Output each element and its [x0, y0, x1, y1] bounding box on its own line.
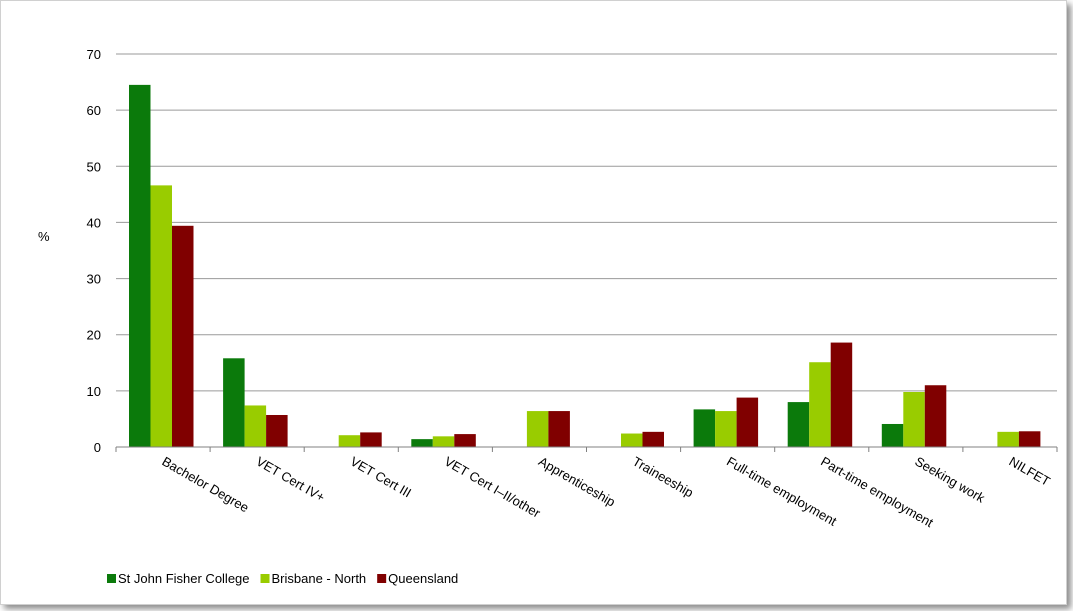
bar-brisbane-north-8 [903, 391, 925, 447]
bar-queensland-5 [642, 431, 664, 447]
y-tick-label: 30 [87, 272, 101, 287]
bar-queensland-7 [830, 342, 853, 447]
bar-queensland-2 [360, 432, 382, 447]
x-category-label: VET Cert I–II/other [442, 454, 544, 521]
bar-brisbane-north-6 [715, 411, 737, 447]
bar-brisbane-north-4 [526, 411, 549, 447]
x-category-label: Traineeship [630, 454, 696, 501]
x-category-label: VET Cert III [348, 454, 414, 501]
y-tick-label: 10 [87, 384, 101, 399]
x-category-label: Seeking work [912, 454, 988, 506]
legend-swatch [107, 574, 116, 583]
legend: St John Fisher College Brisbane - North Qu… [107, 571, 458, 586]
x-category-label: VET Cert IV+ [254, 454, 328, 505]
legend-swatch [377, 574, 387, 583]
y-tick-label: 40 [87, 215, 101, 230]
x-axis [115, 446, 1058, 452]
bar-queensland-8 [924, 385, 947, 447]
bar-brisbane-north-7 [809, 362, 831, 447]
bar-brisbane-north-3 [432, 436, 455, 447]
y-tick-label: 0 [94, 440, 101, 455]
y-axis-tick-labels: 0 10 20 30 40 50 60 70 [87, 47, 101, 455]
x-category-label: NILFET [1006, 454, 1052, 489]
y-tick-label: 50 [87, 159, 101, 174]
bar-brisbane-north-0 [150, 185, 172, 448]
bar-brisbane-north-5 [621, 433, 643, 447]
x-category-label: Bachelor Degree [160, 454, 252, 516]
gridlines [116, 53, 1057, 448]
bar-st-john-fisher-college-8 [881, 423, 904, 447]
bar-st-john-fisher-college-0 [129, 84, 151, 447]
bar-brisbane-north-9 [997, 431, 1019, 447]
bar-queensland-4 [548, 411, 570, 447]
bar-st-john-fisher-college-3 [411, 439, 433, 447]
legend-label: Brisbane - North [272, 571, 367, 586]
y-tick-label: 70 [87, 47, 101, 62]
bars [129, 84, 1041, 448]
legend-label: Queensland [388, 571, 458, 586]
y-tick-label: 20 [87, 328, 101, 343]
bar-st-john-fisher-college-7 [787, 402, 810, 447]
bar-queensland-1 [266, 414, 288, 447]
x-category-label: Apprenticeship [536, 454, 618, 510]
bar-st-john-fisher-college-6 [693, 409, 716, 447]
bar-queensland-9 [1018, 431, 1041, 447]
bar-brisbane-north-2 [338, 435, 361, 447]
bar-brisbane-north-1 [244, 405, 267, 447]
y-axis-label: % [38, 229, 50, 244]
bar-st-john-fisher-college-1 [223, 358, 245, 447]
legend-swatch [260, 574, 270, 583]
bar-queensland-0 [172, 225, 194, 447]
legend-label: St John Fisher College [118, 571, 250, 586]
y-tick-label: 60 [87, 103, 101, 118]
bar-queensland-6 [736, 397, 759, 447]
x-axis-category-labels: Bachelor Degree VET Cert IV+ VET Cert III V… [160, 454, 1053, 531]
bar-queensland-3 [454, 434, 476, 447]
